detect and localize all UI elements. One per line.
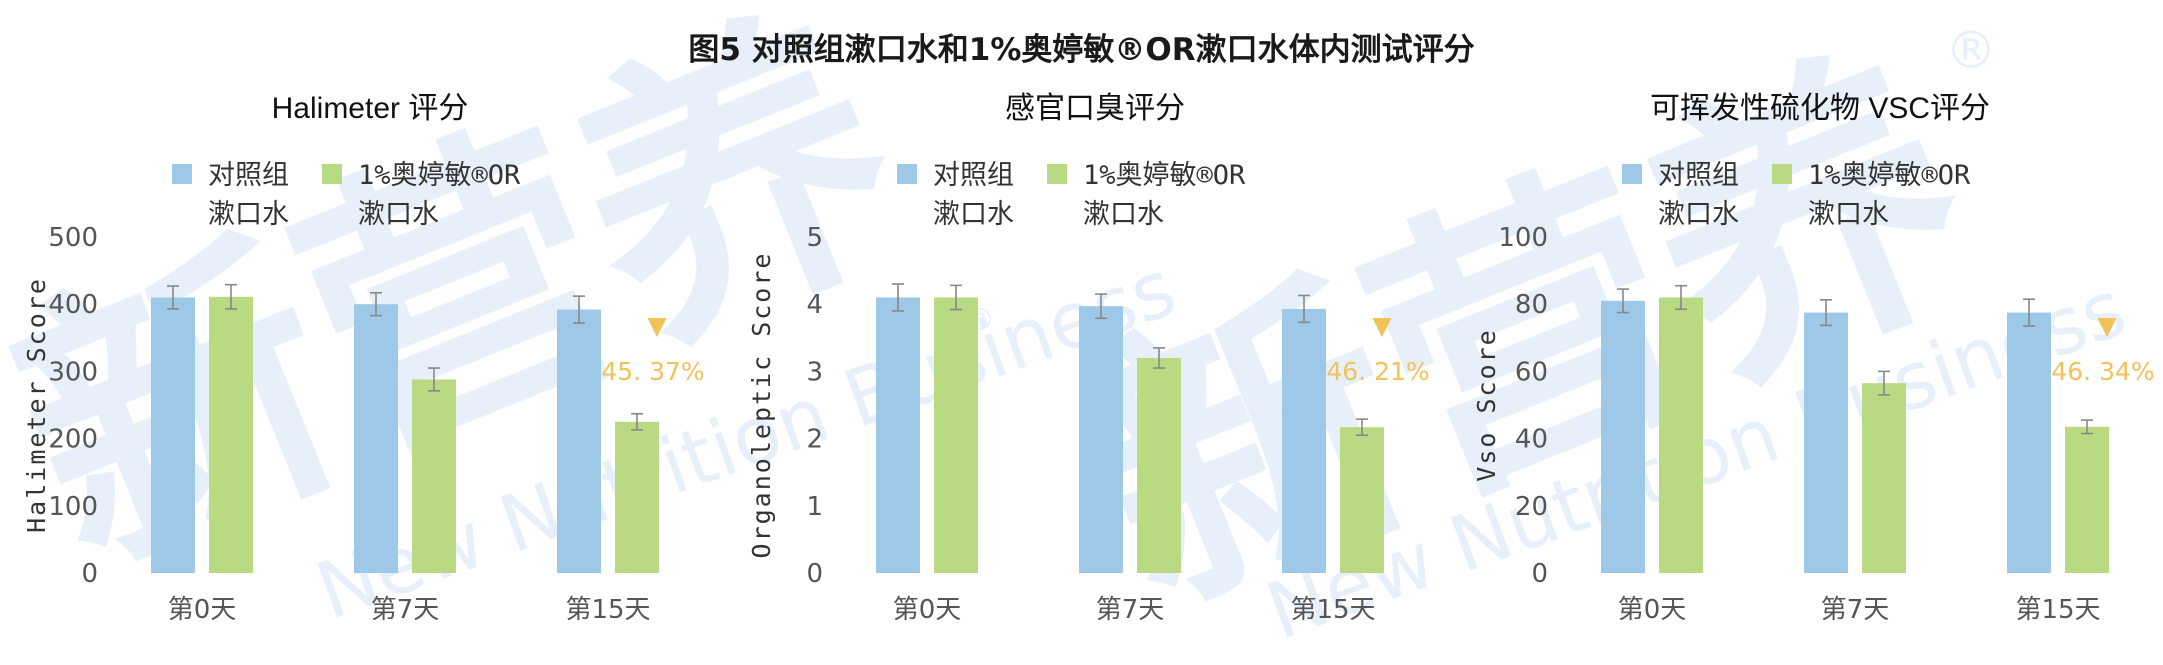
x-tick-label: 第15天	[1290, 595, 1375, 625]
annotation-marker: ▼	[2097, 311, 2117, 340]
legend-label-control: 对照组	[208, 160, 289, 191]
y-tick-label: 200	[48, 425, 98, 455]
annotation-marker: ▼	[1372, 311, 1392, 340]
bar-control	[557, 309, 601, 573]
y-tick-label: 4	[806, 290, 823, 320]
bar-treatment	[2065, 426, 2109, 573]
x-tick-label: 第7天	[1821, 595, 1890, 625]
bar-control	[354, 304, 398, 573]
bar-treatment	[1137, 357, 1181, 573]
legend-label-control: 对照组	[1658, 160, 1739, 191]
bar-control	[1079, 306, 1123, 573]
bar-control	[876, 297, 920, 573]
bar-treatment	[412, 379, 456, 573]
bar-treatment	[934, 297, 978, 573]
chart-panel-vsc: 可挥发性硫化物 VSC评分对照组漱口水 1%奥婷敏®OR 漱口水 0 20 40 60 80 1…	[1470, 80, 2163, 665]
chart-title: 感官口臭评分	[1005, 92, 1185, 125]
y-tick-label: 400	[48, 290, 98, 320]
legend-swatch-treatment	[1772, 164, 1792, 184]
y-tick-label: 40	[1515, 425, 1548, 455]
legend-label-control: 对照组	[933, 160, 1014, 191]
y-tick-label: 3	[806, 357, 823, 387]
bar-control	[1282, 308, 1326, 573]
y-axis-label: Vso Score	[1472, 328, 1501, 481]
bar-control	[1804, 312, 1848, 573]
bar-control	[151, 297, 195, 573]
annotation-label: 45. 37%	[601, 357, 704, 386]
legend-swatch-treatment	[322, 164, 342, 184]
y-tick-label: 60	[1515, 357, 1548, 387]
bar-treatment	[615, 421, 659, 573]
x-tick-label: 第0天	[1618, 595, 1687, 625]
y-tick-label: 100	[48, 492, 98, 522]
legend-swatch-control	[1622, 164, 1642, 184]
x-tick-label: 第7天	[371, 595, 440, 625]
bar-control	[2007, 312, 2051, 573]
bar-treatment	[1862, 383, 1906, 573]
figure-title: 图5 对照组漱口水和1%奥婷敏®OR漱口水体内测试评分	[688, 32, 1475, 68]
x-tick-label: 第15天	[565, 595, 650, 625]
legend-label-treatment: 1%奥婷敏®OR	[1083, 160, 1246, 191]
x-tick-label: 第0天	[893, 595, 962, 625]
y-axis-label: Organoleptic Score	[747, 252, 776, 559]
chart-title: Halimeter 评分	[272, 92, 469, 125]
y-tick-label: 100	[1498, 223, 1548, 253]
y-tick-label: 0	[1531, 559, 1548, 589]
annotation-label: 46. 21%	[1326, 357, 1429, 386]
x-tick-label: 第15天	[2015, 595, 2100, 625]
bar-control	[1601, 300, 1645, 573]
annotation-marker: ▼	[647, 311, 667, 340]
legend-label-treatment-line2: 漱口水	[1083, 199, 1164, 230]
y-tick-label: 0	[81, 559, 98, 589]
legend-label-treatment: 1%奥婷敏®OR	[1808, 160, 1971, 191]
y-tick-label: 80	[1515, 290, 1548, 320]
legend-label-treatment-line2: 漱口水	[1808, 199, 1889, 230]
y-tick-label: 1	[806, 492, 823, 522]
chart-panel-halimeter: Halimeter 评分对照组漱口水 1%奥婷敏®OR 漱口水 0 100 200 300 4…	[20, 80, 720, 665]
legend-swatch-control	[897, 164, 917, 184]
legend-label-control-line2: 漱口水	[1658, 199, 1739, 230]
y-tick-label: 500	[48, 223, 98, 253]
y-tick-label: 2	[806, 425, 823, 455]
legend-label-control-line2: 漱口水	[933, 199, 1014, 230]
y-tick-label: 300	[48, 357, 98, 387]
y-tick-label: 5	[806, 223, 823, 253]
annotation-label: 46. 34%	[2051, 357, 2154, 386]
bar-treatment	[1340, 427, 1384, 573]
legend-label-treatment: 1%奥婷敏®OR	[358, 160, 521, 191]
chart-title: 可挥发性硫化物 VSC评分	[1650, 92, 1990, 125]
bar-treatment	[1659, 297, 1703, 573]
y-tick-label: 0	[806, 559, 823, 589]
chart-panel-organoleptic: 感官口臭评分对照组漱口水 1%奥婷敏®OR 漱口水 0 1 2 3 4 5 Organolepti…	[745, 80, 1445, 665]
legend-swatch-control	[172, 164, 192, 184]
watermark-mark: ®	[1945, 21, 1997, 81]
x-tick-label: 第7天	[1096, 595, 1165, 625]
bar-treatment	[209, 296, 253, 573]
y-axis-label: Halimeter Score	[22, 277, 51, 533]
legend-swatch-treatment	[1047, 164, 1067, 184]
legend-label-treatment-line2: 漱口水	[358, 199, 439, 230]
y-tick-label: 20	[1515, 492, 1548, 522]
legend-label-control-line2: 漱口水	[208, 199, 289, 230]
x-tick-label: 第0天	[168, 595, 237, 625]
